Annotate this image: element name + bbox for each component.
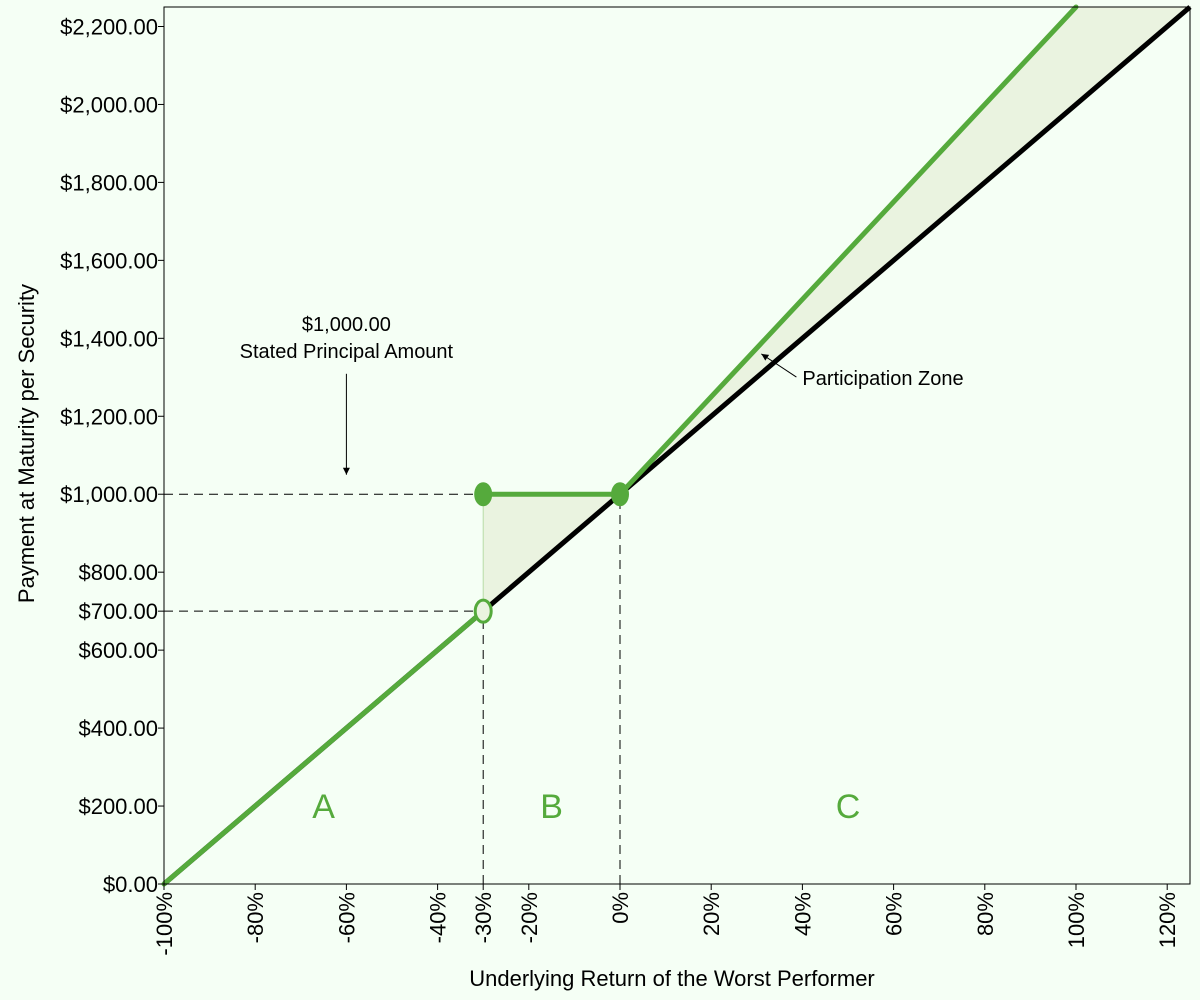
y-tick-label-7: $1,200.00 xyxy=(60,404,158,429)
annotation-0-line-0: $1,000.00 xyxy=(302,314,391,336)
x-tick-label-7: 20% xyxy=(699,892,724,936)
marker-point-2 xyxy=(473,598,493,624)
zone-label-a: A xyxy=(312,788,335,826)
x-tick-label-9: 60% xyxy=(882,892,907,936)
annotation-1-arrow-line xyxy=(761,353,797,378)
x-tick-label-6: 0% xyxy=(608,892,633,924)
x-tick-label-4: -30% xyxy=(471,892,496,943)
x-tick-label-12: 120% xyxy=(1155,892,1180,948)
y-tick-label-10: $1,800.00 xyxy=(60,170,158,195)
annotation-1-arrow-head xyxy=(761,353,770,361)
y-tick-label-5: $800.00 xyxy=(78,560,158,585)
reference-lines xyxy=(164,493,621,884)
annotation-1-line-0: Participation Zone xyxy=(802,368,963,390)
annotation-0-line-1: Stated Principal Amount xyxy=(240,341,454,363)
y-tick-label-3: $600.00 xyxy=(78,638,158,663)
x-tick-label-0: -100% xyxy=(152,892,177,956)
series-line-payoff-segment-2 xyxy=(617,4,1079,497)
y-tick-label-9: $1,600.00 xyxy=(60,248,158,273)
y-axis: $0.00 $200.00 $400.00 $600.00 $700.00 $800.00… xyxy=(60,14,164,897)
y-tick-label-11: $2,000.00 xyxy=(60,92,158,117)
x-tick-label-1: -80% xyxy=(243,892,268,943)
annotation-0-arrow-head xyxy=(342,467,350,475)
x-tick-label-3: -40% xyxy=(426,892,451,943)
zone-label-b: B xyxy=(540,788,563,826)
zone-labels: A B C xyxy=(312,788,860,826)
series-line-payoff-segment-0 xyxy=(161,608,486,887)
y-tick-label-1: $200.00 xyxy=(78,794,158,819)
series-lines xyxy=(161,4,1192,887)
x-tick-label-11: 100% xyxy=(1064,892,1089,948)
x-axis: -100% -80% -60% -40% -30% -20% 0% 20% 40% 60% 80% 1… xyxy=(152,884,1180,956)
y-tick-label-6: $1,000.00 xyxy=(60,482,158,507)
y-tick-label-12: $2,200.00 xyxy=(60,14,158,39)
x-tick-label-5: -20% xyxy=(517,892,542,943)
x-tick-label-2: -60% xyxy=(334,892,359,943)
annotations: $1,000.00 Stated Principal Amount Particip… xyxy=(240,314,964,475)
markers xyxy=(473,482,629,624)
marker-point-1 xyxy=(611,482,629,507)
x-axis-title: Underlying Return of the Worst Performer xyxy=(469,966,875,991)
y-tick-label-0: $0.00 xyxy=(103,872,158,897)
marker-point-0 xyxy=(474,482,493,507)
plot-frame xyxy=(163,6,1191,885)
y-tick-label-2: $400.00 xyxy=(78,716,158,741)
y-tick-label-4: $700.00 xyxy=(78,599,158,624)
x-tick-label-10: 80% xyxy=(973,892,998,936)
x-tick-label-8: 40% xyxy=(790,892,815,936)
y-tick-label-8: $1,400.00 xyxy=(60,326,158,351)
y-axis-title: Payment at Maturity per Security xyxy=(14,284,39,603)
zone-label-c: C xyxy=(836,788,861,826)
